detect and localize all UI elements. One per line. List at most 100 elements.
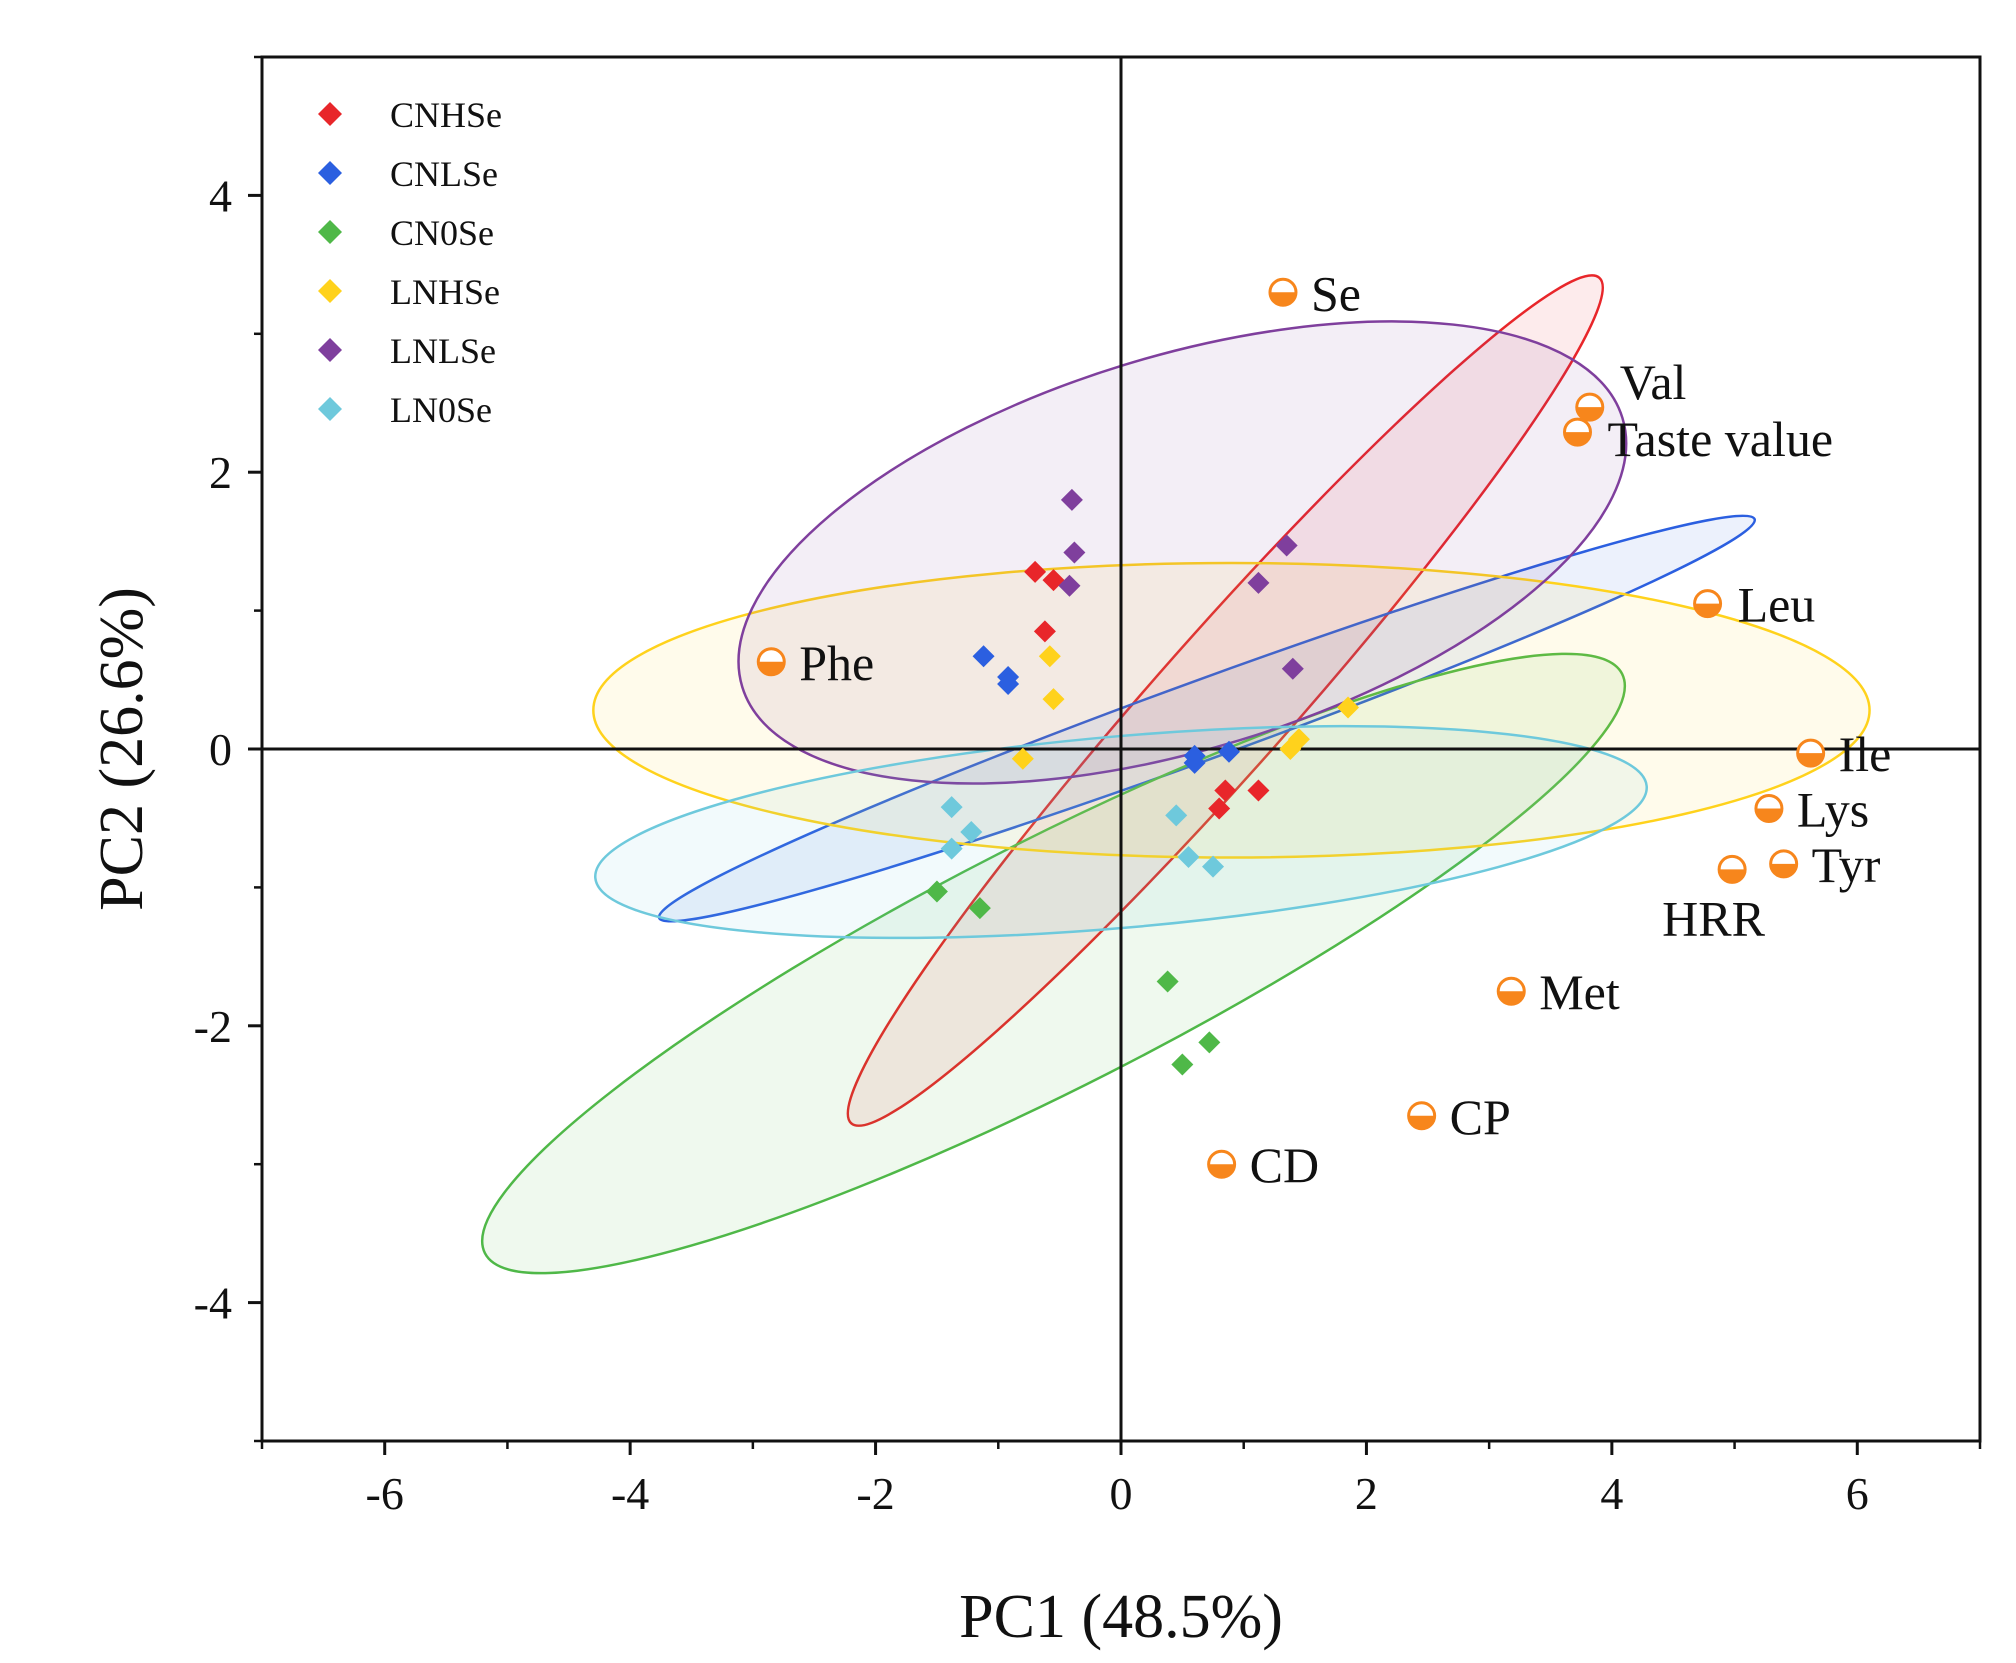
- variable-marker-fill: [758, 661, 785, 675]
- variable-cd: CD: [1207, 1137, 1319, 1193]
- legend-marker: [318, 161, 342, 185]
- legend: CNHSe CNLSe CN0Se LNHSe LNLSe LN0Se: [318, 95, 502, 430]
- point-lnhse: [1038, 645, 1061, 668]
- point-cn0se: [1156, 970, 1179, 993]
- legend-marker: [318, 220, 342, 244]
- point-cnlse: [1183, 751, 1206, 774]
- sample-points: [925, 488, 1360, 1076]
- variable-marker-fill: [1208, 1164, 1235, 1178]
- legend-item-lnhse: LNHSe: [318, 272, 500, 312]
- point-lnlse: [1275, 534, 1298, 557]
- point-cnlse: [972, 645, 995, 668]
- point-lnhse: [1287, 728, 1310, 751]
- y-axis-ticks: -4 -2 0 2 4: [194, 55, 262, 1443]
- variable-marker-fill: [1576, 407, 1603, 421]
- point-lnhse: [1337, 696, 1360, 719]
- series-lnhse: [1011, 645, 1360, 770]
- variable-marker-fill: [1694, 603, 1721, 617]
- variable-label: Ile: [1839, 726, 1892, 782]
- point-cnlse: [997, 672, 1020, 695]
- point-cn0se: [1171, 1053, 1194, 1076]
- y-tick-label: 4: [209, 170, 232, 221]
- legend-item-cnlse: CNLSe: [318, 154, 498, 194]
- variable-leu: Leu: [1693, 577, 1815, 633]
- y-axis-title: PC2 (26.6%): [88, 587, 156, 911]
- variable-ile: Ile: [1796, 726, 1892, 782]
- legend-label: LN0Se: [390, 390, 492, 430]
- legend-label: LNHSe: [390, 272, 500, 312]
- x-axis-title: PC1 (48.5%): [959, 1583, 1283, 1651]
- variable-marker-fill: [1498, 991, 1525, 1005]
- series-ln0se: [940, 796, 1225, 878]
- variable-marker-fill: [1755, 808, 1782, 822]
- point-lnlse: [1063, 541, 1086, 564]
- point-ln0se: [940, 796, 963, 819]
- ellipse-lnlse: [737, 320, 1628, 785]
- legend-marker: [318, 102, 342, 126]
- y-tick-label: 0: [209, 724, 232, 775]
- ellipse-lnhse: [592, 561, 1871, 859]
- variable-tyr: Tyr: [1769, 837, 1881, 893]
- point-lnlse: [1058, 574, 1081, 597]
- point-lnlse: [1060, 488, 1083, 511]
- variable-marker-fill: [1408, 1115, 1435, 1129]
- x-tick-label: -2: [856, 1468, 894, 1519]
- x-tick-label: 2: [1355, 1468, 1378, 1519]
- variable-label: Met: [1539, 964, 1620, 1020]
- variable-phe: Phe: [756, 635, 874, 691]
- variable-hrr: HRR: [1662, 854, 1766, 946]
- series-cn0se: [925, 880, 1221, 1076]
- point-ln0se: [960, 821, 983, 844]
- y-tick-label: -2: [194, 1001, 232, 1052]
- point-cnhse: [1214, 779, 1237, 802]
- point-ln0se: [1202, 855, 1225, 878]
- y-tick-label: 2: [209, 447, 232, 498]
- variable-label: Lys: [1797, 782, 1869, 838]
- variable-label: CP: [1450, 1089, 1511, 1145]
- variable-label: Val: [1620, 354, 1687, 410]
- point-cnhse: [1247, 779, 1270, 802]
- ellipse-cn0se: [480, 652, 1627, 1275]
- point-cn0se: [1198, 1031, 1221, 1054]
- point-cn0se: [925, 880, 948, 903]
- point-ln0se: [1165, 804, 1188, 827]
- point-lnlse: [1247, 571, 1270, 594]
- point-cnhse: [1033, 620, 1056, 643]
- point-cnlse: [1217, 740, 1240, 763]
- legend-item-lnlse: LNLSe: [318, 331, 496, 371]
- legend-marker: [318, 338, 342, 362]
- series-cnlse: [972, 645, 1240, 774]
- series-lnlse: [1058, 488, 1304, 680]
- variable-marker-fill: [1564, 432, 1591, 446]
- point-lnlse: [1281, 657, 1304, 680]
- variable-lys: Lys: [1754, 782, 1869, 838]
- variable-label: Taste value: [1607, 411, 1833, 467]
- variable-val: Val: [1575, 354, 1687, 422]
- point-ln0se: [940, 837, 963, 860]
- variable-label: Phe: [799, 635, 874, 691]
- confidence-ellipses: [480, 274, 1871, 1275]
- variable-marker-fill: [1770, 863, 1797, 877]
- legend-label: CNLSe: [390, 154, 498, 194]
- point-lnhse: [1042, 688, 1065, 711]
- x-tick-label: 4: [1600, 1468, 1623, 1519]
- variable-marker-fill: [1797, 753, 1824, 767]
- legend-item-cnhse: CNHSe: [318, 95, 502, 135]
- legend-marker: [318, 279, 342, 303]
- variable-taste-value: Taste value: [1562, 411, 1833, 467]
- legend-label: CNHSe: [390, 95, 502, 135]
- legend-marker: [318, 397, 342, 421]
- legend-item-cn0se: CN0Se: [318, 213, 494, 253]
- legend-item-ln0se: LN0Se: [318, 390, 492, 430]
- x-tick-label: -6: [366, 1468, 404, 1519]
- legend-label: CN0Se: [390, 213, 494, 253]
- variable-se: Se: [1268, 265, 1361, 321]
- x-tick-label: -4: [611, 1468, 649, 1519]
- x-axis-ticks: -6 -4 -2 0 2 4 6: [260, 1441, 1982, 1519]
- variable-label: HRR: [1662, 890, 1765, 946]
- variable-cp: CP: [1407, 1089, 1511, 1145]
- y-tick-label: -4: [194, 1278, 232, 1329]
